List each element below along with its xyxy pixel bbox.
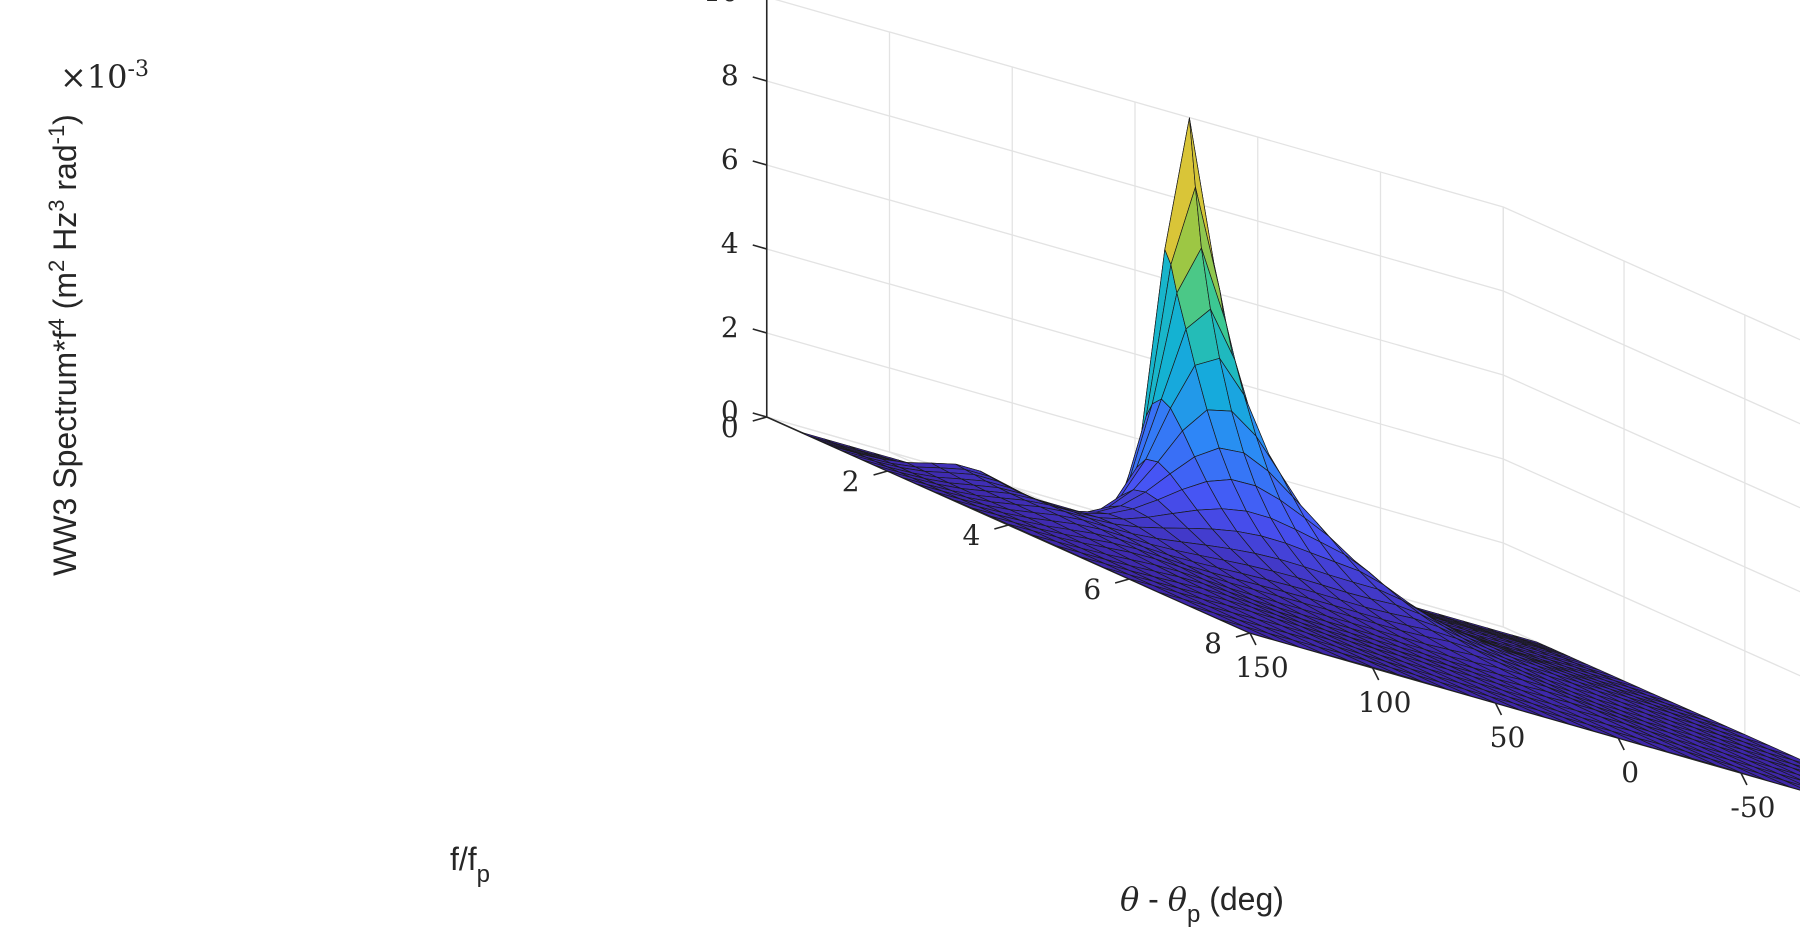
surface-patch (1767, 760, 1800, 776)
z-tick-label: 10 (703, 0, 739, 8)
y-tick-label: 0 (1621, 756, 1639, 789)
x-tick-label: 0 (721, 411, 739, 444)
x-tick-mark (1235, 632, 1251, 638)
surface-patch (1772, 767, 1800, 780)
back-grid (766, 0, 1800, 761)
surface-patch (1753, 766, 1800, 786)
surface-patch (1759, 773, 1800, 791)
surface-patch (1797, 774, 1800, 776)
surface-patch (1792, 759, 1800, 764)
z-tick-label: 0 (721, 395, 739, 428)
surface-patch (1748, 760, 1800, 781)
surface-patch (1791, 767, 1800, 772)
y-tick-label: -50 (1730, 791, 1775, 824)
z-tick-label: 4 (721, 227, 739, 260)
z-tick-label: 2 (721, 311, 739, 344)
surface-patch (1768, 748, 1800, 763)
y-tick-mark (1740, 772, 1748, 786)
y-tick-label: 150 (1235, 651, 1288, 684)
y-tick-mark (1371, 667, 1380, 681)
x-tick-mark (752, 416, 767, 422)
surface-patch (1778, 773, 1800, 784)
z-tick-mark (752, 328, 767, 334)
surface-plot (799, 117, 1800, 791)
x-tick-mark (1114, 578, 1130, 584)
x-tick-label: 6 (1083, 573, 1101, 606)
z-axis-label: WW3 Spectrum*f4 (m2 Hz3 rad-1) (44, 114, 83, 576)
x-axis-label: f/fp (450, 841, 490, 888)
z-tick-mark (752, 244, 767, 250)
y-tick-mark (1617, 737, 1625, 751)
y-tick-mark (1494, 702, 1503, 716)
x-tick-label: 8 (1204, 627, 1222, 660)
tick-labels: 024681002468150100500-50-100-150 (703, 0, 1775, 824)
x-tick-mark (873, 470, 888, 476)
y-axis-label: θ - θp (deg) (1120, 880, 1284, 928)
grid-line (774, 0, 1800, 341)
z-tick-mark (752, 160, 767, 166)
surface-patch (1792, 763, 1800, 768)
z-scale-factor: ×10-3 (60, 57, 149, 96)
x-tick-label: 4 (963, 519, 981, 552)
surface-patch (1767, 752, 1800, 767)
z-tick-label: 8 (721, 59, 739, 92)
z-tick-mark (752, 76, 767, 82)
y-tick-label: 50 (1490, 721, 1526, 754)
x-tick-label: 2 (842, 465, 860, 498)
surface-patch (1767, 756, 1800, 771)
z-tick-mark (752, 412, 767, 418)
surface-patch (1784, 780, 1800, 788)
y-tick-mark (1249, 632, 1257, 646)
y-tick-label: 100 (1358, 686, 1411, 719)
z-tick-label: 6 (721, 143, 739, 176)
x-tick-mark (994, 524, 1009, 530)
